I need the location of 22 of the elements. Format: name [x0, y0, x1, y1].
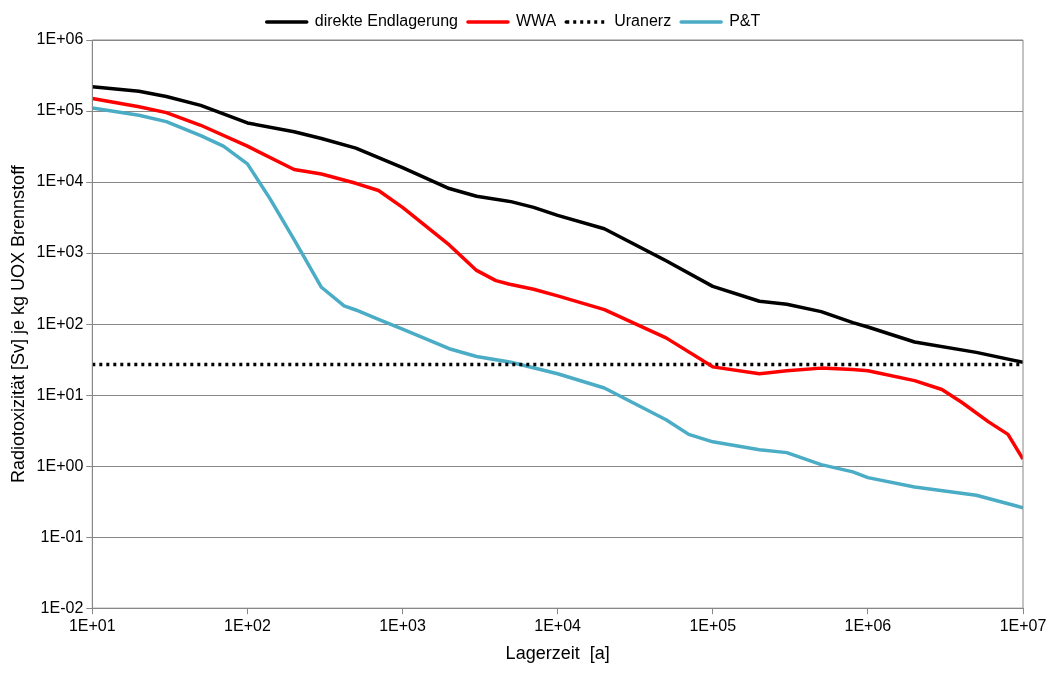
y-tick-label: 1E+05 [36, 101, 84, 119]
legend-label: Uranerz [614, 12, 672, 30]
y-tick-label: 1E+03 [36, 243, 84, 261]
legend-label: P&T [729, 12, 761, 30]
x-tick-label: 1E+03 [379, 617, 426, 635]
y-tick-label: 1E+00 [36, 456, 84, 474]
y-tick-label: 1E+04 [36, 172, 84, 190]
legend-label: direkte Endlagerung [314, 12, 458, 30]
y-axis-title: Radiotoxizität [Sv] je kg UOX Brennstoff [7, 164, 28, 484]
y-tick-label: 1E+01 [36, 385, 84, 403]
y-tick-label: 1E+06 [36, 30, 84, 48]
x-axis-title: Lagerzeit [a] [505, 643, 610, 664]
legend-label: WWA [515, 12, 557, 30]
x-tick-label: 1E+07 [999, 617, 1047, 635]
x-tick-label: 1E+05 [689, 617, 737, 635]
x-tick-label: 1E+06 [844, 617, 892, 635]
y-tick-label: 1E-01 [40, 527, 84, 545]
x-tick-label: 1E+04 [534, 617, 582, 635]
x-tick-label: 1E+02 [224, 617, 271, 635]
y-tick-label: 1E+02 [36, 314, 84, 332]
x-tick-label: 1E+01 [68, 617, 116, 635]
y-tick-label: 1E-02 [40, 598, 84, 616]
